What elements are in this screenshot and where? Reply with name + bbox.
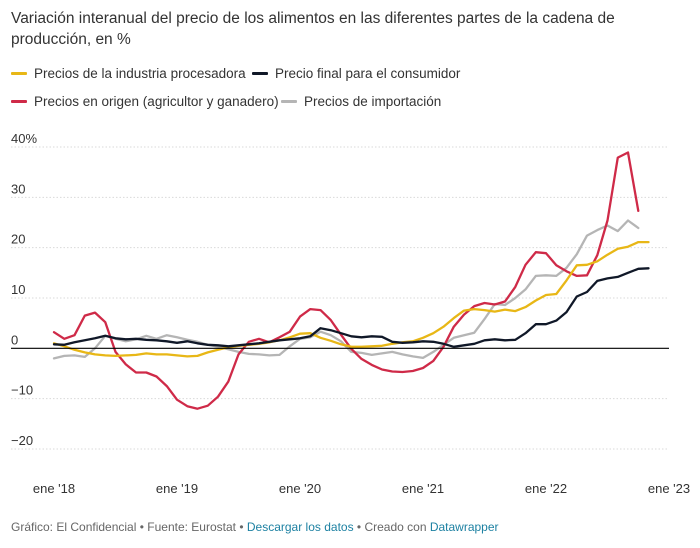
grid-layer (11, 146, 669, 450)
legend-swatch-consumidor (252, 71, 268, 75)
y-tick-label: 10 (11, 282, 25, 297)
series-line-industria (52, 240, 650, 358)
footer-separator: • (136, 520, 148, 534)
y-tick-labels: 40% 30 20 10 0 −10 −20 (11, 131, 37, 448)
chart-title: Variación interanual del precio de los a… (11, 10, 615, 48)
series-line-origen (52, 151, 640, 410)
x-tick-labels: ene '18 ene '19 ene '20 ene '21 ene '22 ene '… (33, 481, 690, 496)
lines-layer (52, 151, 650, 410)
y-tick-label: 30 (11, 181, 25, 196)
legend-item-consumidor[interactable]: Precio final para el consumidor (252, 66, 460, 81)
datawrapper-link[interactable]: Datawrapper (429, 520, 499, 534)
y-tick-label: −10 (11, 383, 33, 398)
x-tick-label: ene '21 (402, 481, 444, 496)
y-tick-label: 20 (11, 232, 25, 247)
footer-separator: • (353, 520, 365, 534)
legend-row-2: Precios en origen (agricultor y ganadero… (11, 87, 691, 115)
x-tick-label: ene '20 (279, 481, 321, 496)
legend-item-industria[interactable]: Precios de la industria procesadora (11, 66, 252, 81)
legend-swatch-origen (11, 99, 27, 103)
download-data-link[interactable]: Descargar los datos (246, 520, 354, 534)
footer-credit: Gráfico: El Confidencial (11, 520, 137, 534)
series-line-importacion (52, 219, 640, 360)
footer-separator: • (235, 520, 247, 534)
footer-source: Fuente: Eurostat (147, 520, 236, 534)
legend-row-1: Precios de la industria procesadora Prec… (11, 59, 691, 87)
y-tick-label: 40% (11, 131, 37, 146)
legend-swatch-industria (11, 71, 27, 75)
series-line-consumidor (52, 267, 650, 348)
legend-label-industria: Precios de la industria procesadora (34, 65, 246, 81)
legend-label-origen: Precios en origen (agricultor y ganadero… (34, 93, 279, 109)
legend-label-importacion: Precios de importación (304, 93, 442, 109)
legend-item-origen[interactable]: Precios en origen (agricultor y ganadero… (11, 94, 281, 109)
y-tick-label: −20 (11, 433, 33, 448)
legend: Precios de la industria procesadora Prec… (11, 59, 691, 115)
x-tick-label: ene '19 (156, 481, 198, 496)
y-tick-label: 0 (11, 332, 18, 347)
legend-label-consumidor: Precio final para el consumidor (275, 65, 461, 81)
legend-swatch-importacion (281, 99, 297, 103)
legend-item-importacion[interactable]: Precios de importación (281, 94, 441, 109)
x-tick-label: ene '23 (648, 481, 690, 496)
footer-created-with: Creado con (364, 520, 430, 534)
x-tick-label: ene '18 (33, 481, 75, 496)
footer: Gráfico: El Confidencial • Fuente: Euros… (11, 520, 499, 534)
x-tick-label: ene '22 (525, 481, 567, 496)
